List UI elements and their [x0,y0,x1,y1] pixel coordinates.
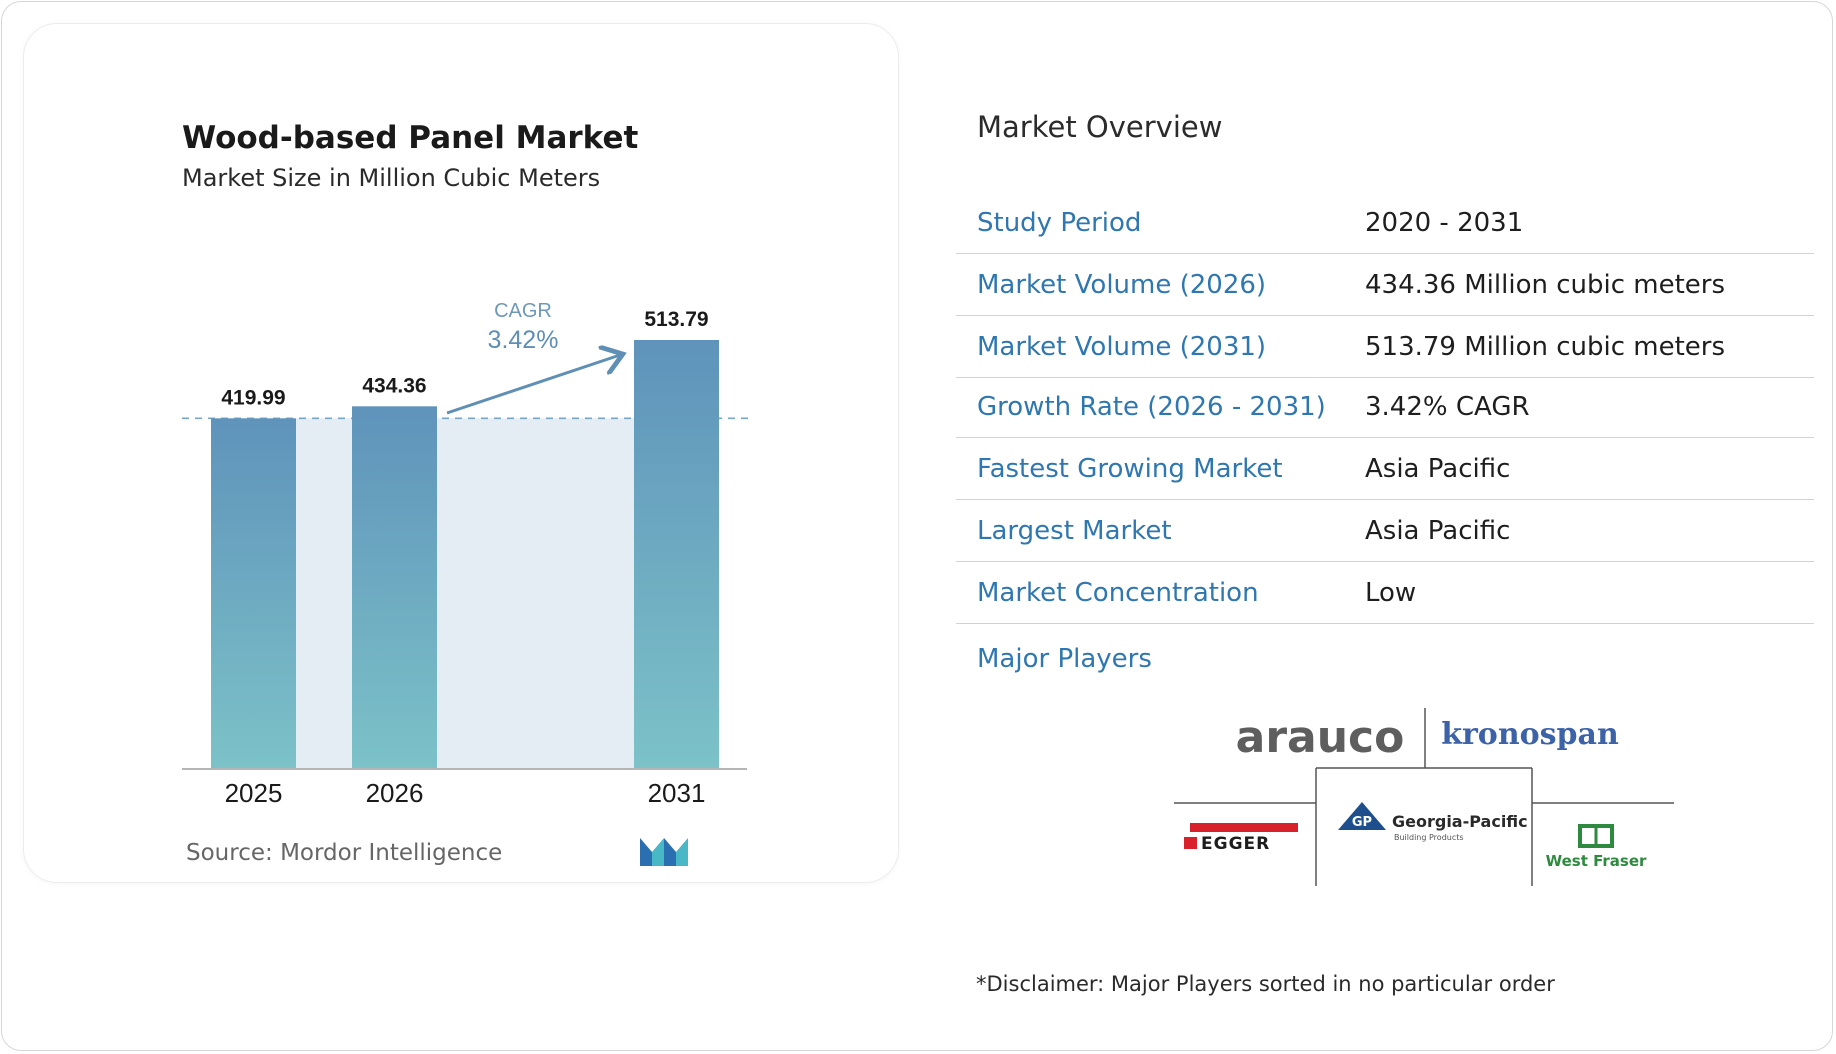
gp-monogram: GP [1352,815,1372,830]
bar-2025 [211,418,296,769]
overview-row: Market Volume (2026) 434.36 Million cubic… [956,254,1814,316]
overview-row-label: Market Concentration [977,578,1259,608]
disclaimer: *Disclaimer: Major Players sorted in no … [976,972,1555,996]
overview-row-label: Study Period [977,208,1142,238]
overview-row-value: 3.42% CAGR [1365,392,1530,422]
overview-row: Market Volume (2031) 513.79 Million cubic… [956,316,1814,378]
arauco-logo: arauco [1236,712,1405,763]
chart-title: Wood-based Panel Market [182,120,639,156]
egger-red-bar [1190,823,1298,832]
kronospan-logo: kronospan [1441,717,1619,752]
bar-2026 [352,406,437,769]
arauco-wordmark: arauco [1236,712,1405,763]
gp-tagline: Building Products [1394,833,1464,842]
bar-2031 [634,340,719,769]
overview-row-value: 434.36 Million cubic meters [1365,270,1726,300]
west-fraser-logo: West Fraser [1546,824,1647,870]
row-divider [956,561,1814,562]
egger-logo: EGGER [1184,823,1298,854]
cagr-arrow [446,355,620,415]
row-divider [956,623,1814,624]
overview-title: Market Overview [977,110,1223,144]
overview-row-label: Fastest Growing Market [977,454,1283,484]
source-name: Mordor Intelligence [280,840,503,866]
overview-row-value: Asia Pacific [1365,516,1511,546]
overview-row: Market Concentration Low [956,562,1814,624]
overview-row-label: Largest Market [977,516,1172,546]
source-label: Source: [186,840,273,866]
chart-subtitle: Market Size in Million Cubic Meters [182,164,601,192]
kronospan-wordmark: kronospan [1441,717,1619,752]
cagr-value: 3.42% [488,326,559,354]
overview-row: Study Period 2020 - 2031 [956,192,1814,254]
overview-row: Growth Rate (2026 - 2031) 3.42% CAGR [956,376,1814,438]
overview-row-label: Growth Rate (2026 - 2031) [977,392,1326,422]
cagr-annotation: CAGR 3.42% [446,300,620,415]
west-fraser-wordmark: West Fraser [1546,852,1647,870]
gp-triangle-icon [1338,802,1386,830]
data-label-2026: 434.36 [362,374,426,397]
row-divider [956,253,1814,254]
label-layer: 419.99 2025 434.36 2026 513.79 2031 [182,308,747,808]
overview-row: Largest Market Asia Pacific [956,500,1814,562]
georgia-pacific-logo: GP Georgia-Pacific Building Products [1338,802,1528,842]
cagr-label: CAGR [494,300,552,322]
source-line: Source: Mordor Intelligence [186,840,502,866]
overview-row: Fastest Growing Market Asia Pacific [956,438,1814,500]
major-players-label: Major Players [977,644,1152,674]
egger-red-mark [1184,837,1197,849]
overview-row-value: Asia Pacific [1365,454,1511,484]
gp-wordmark: Georgia-Pacific [1392,812,1528,831]
x-tick-label-2026: 2026 [366,778,424,808]
row-divider [956,499,1814,500]
row-divider [956,377,1814,378]
egger-wordmark: EGGER [1201,834,1270,854]
overview-row-value: 513.79 Million cubic meters [1365,332,1726,362]
mordor-logo-icon [640,838,688,866]
x-tick-label-2025: 2025 [225,778,283,808]
data-label-2031: 513.79 [644,308,708,331]
overview-row-label: Market Volume (2026) [977,270,1267,300]
row-divider [956,437,1814,438]
x-tick-label-2031: 2031 [648,778,706,808]
data-label-2025: 419.99 [221,386,285,409]
overview-row-value: 2020 - 2031 [1365,208,1524,238]
overview-row-label: Market Volume (2031) [977,332,1267,362]
row-divider [956,315,1814,316]
bar-layer [211,340,719,769]
overview-row-value: Low [1365,578,1417,608]
